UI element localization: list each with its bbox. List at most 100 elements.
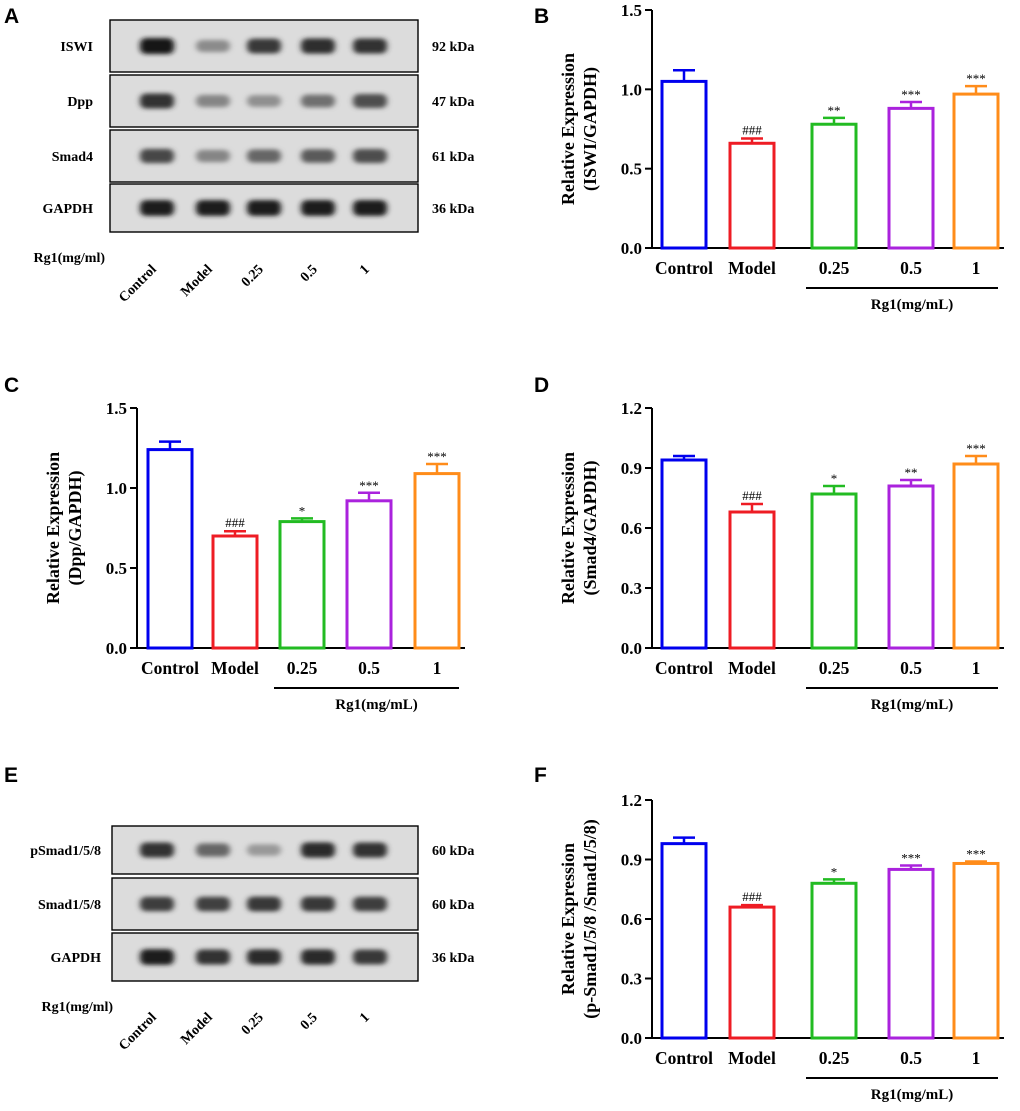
bar-4 bbox=[887, 106, 935, 250]
blot-band bbox=[196, 149, 230, 163]
blot-band bbox=[247, 95, 281, 107]
blot-band bbox=[353, 200, 387, 216]
y-tick-label: 1.0 bbox=[106, 479, 127, 498]
blot-band bbox=[353, 148, 387, 164]
blot-band bbox=[247, 38, 281, 54]
lane-label: Control bbox=[116, 1010, 160, 1054]
x-category-label: 0.5 bbox=[900, 658, 922, 678]
bar-2 bbox=[728, 905, 776, 1040]
blot-band bbox=[301, 842, 335, 858]
bar-1 bbox=[146, 448, 194, 650]
bar-4 bbox=[887, 867, 935, 1040]
protein-label: GAPDH bbox=[42, 202, 93, 217]
significance-mark: *** bbox=[901, 850, 921, 865]
blot-band bbox=[196, 40, 230, 52]
treatment-label: Rg1(mg/ml) bbox=[33, 251, 105, 266]
protein-label: Dpp bbox=[67, 95, 93, 110]
y-tick-label: 0.6 bbox=[621, 910, 642, 929]
lane-label: 1 bbox=[357, 1010, 373, 1026]
y-axis-label: Relative Expression bbox=[558, 843, 578, 995]
blot-band bbox=[196, 896, 230, 912]
y-tick-label: 0.0 bbox=[621, 239, 642, 258]
group-label: Rg1(mg/mL) bbox=[871, 1087, 954, 1103]
panel-label-e: E bbox=[4, 764, 18, 787]
blot-band bbox=[353, 38, 387, 54]
y-tick-label: 1.5 bbox=[106, 399, 127, 418]
bar-4 bbox=[887, 484, 935, 650]
x-category-label: Control bbox=[141, 658, 199, 678]
significance-mark: * bbox=[299, 503, 306, 518]
y-tick-label: 0.3 bbox=[621, 970, 642, 989]
x-category-label: 0.25 bbox=[819, 1048, 850, 1068]
x-category-label: Model bbox=[728, 658, 776, 678]
y-tick-label: 1.5 bbox=[621, 1, 642, 20]
blot-band bbox=[140, 148, 174, 164]
y-tick-label: 0.5 bbox=[621, 160, 642, 179]
blot-band bbox=[247, 149, 281, 163]
bar-3 bbox=[810, 492, 858, 650]
blot-band bbox=[247, 949, 281, 965]
kda-label: 36 kDa bbox=[432, 202, 474, 217]
protein-label: ISWI bbox=[60, 40, 93, 55]
y-axis-label: Relative Expression bbox=[558, 452, 578, 604]
bar-5 bbox=[952, 92, 1000, 250]
y-tick-label: 0.0 bbox=[621, 639, 642, 658]
x-category-label: 0.5 bbox=[900, 1048, 922, 1068]
y-tick-label: 0.5 bbox=[106, 559, 127, 578]
lane-label: 0.5 bbox=[298, 1010, 321, 1033]
y-tick-label: 0.0 bbox=[106, 639, 127, 658]
lane-label: Model bbox=[178, 1010, 216, 1048]
significance-mark: ### bbox=[742, 488, 762, 503]
significance-mark: ### bbox=[742, 889, 762, 904]
kda-label: 61 kDa bbox=[432, 150, 474, 165]
treatment-label: Rg1(mg/ml) bbox=[41, 1000, 113, 1015]
blot-band bbox=[247, 200, 281, 216]
protein-label: pSmad1/5/8 bbox=[30, 844, 101, 859]
bar-1 bbox=[660, 458, 708, 650]
blot-band bbox=[247, 844, 281, 856]
western-blot-e: pSmad1/5/8 60 kDa Smad1/5/8 60 kDa GAPDH 36 k… bbox=[30, 825, 474, 1054]
blot-band bbox=[301, 949, 335, 965]
group-label: Rg1(mg/mL) bbox=[335, 697, 418, 713]
blot-band bbox=[301, 94, 335, 108]
y-tick-label: 0.9 bbox=[621, 851, 642, 870]
blot-band bbox=[353, 842, 387, 858]
lane-label: 0.5 bbox=[298, 262, 321, 285]
blot-band bbox=[247, 896, 281, 912]
y-tick-label: 0.3 bbox=[621, 579, 642, 598]
x-category-label: Control bbox=[655, 658, 713, 678]
significance-mark: ** bbox=[905, 465, 918, 480]
x-category-label: Model bbox=[211, 658, 259, 678]
panel-label-b: B bbox=[534, 5, 549, 28]
kda-label: 47 kDa bbox=[432, 95, 474, 110]
bar-5 bbox=[952, 462, 1000, 650]
x-category-label: 1 bbox=[433, 658, 442, 678]
blot-band bbox=[196, 843, 230, 857]
protein-label: Smad1/5/8 bbox=[38, 898, 101, 913]
y-axis-label-sub: (Smad4/GAPDH) bbox=[580, 460, 601, 595]
bar-3 bbox=[810, 122, 858, 250]
x-category-label: 0.25 bbox=[819, 258, 850, 278]
bar-chart-d: 0.0 0.3 0.6 0.9 1.2 Relative Expression (Smad4… bbox=[558, 399, 1004, 713]
significance-mark: *** bbox=[966, 71, 986, 86]
x-category-label: 1 bbox=[972, 1048, 981, 1068]
y-tick-label: 0.0 bbox=[621, 1029, 642, 1048]
blot-band bbox=[301, 149, 335, 163]
bar-3 bbox=[810, 881, 858, 1040]
blot-band bbox=[196, 94, 230, 108]
y-axis-label: Relative Expression bbox=[558, 53, 578, 205]
kda-label: 92 kDa bbox=[432, 40, 474, 55]
lane-label: 1 bbox=[357, 262, 373, 278]
protein-label: GAPDH bbox=[50, 951, 101, 966]
group-label: Rg1(mg/mL) bbox=[871, 697, 954, 713]
x-category-label: Control bbox=[655, 258, 713, 278]
x-category-label: Model bbox=[728, 1048, 776, 1068]
blot-band bbox=[140, 93, 174, 109]
lane-label: Control bbox=[116, 262, 160, 306]
bar-2 bbox=[728, 141, 776, 250]
bar-2 bbox=[211, 534, 259, 650]
blot-band bbox=[301, 200, 335, 216]
bar-chart-f: 0.0 0.3 0.6 0.9 1.2 Relative Expression (p-Sma… bbox=[558, 791, 1004, 1103]
x-category-label: Model bbox=[728, 258, 776, 278]
